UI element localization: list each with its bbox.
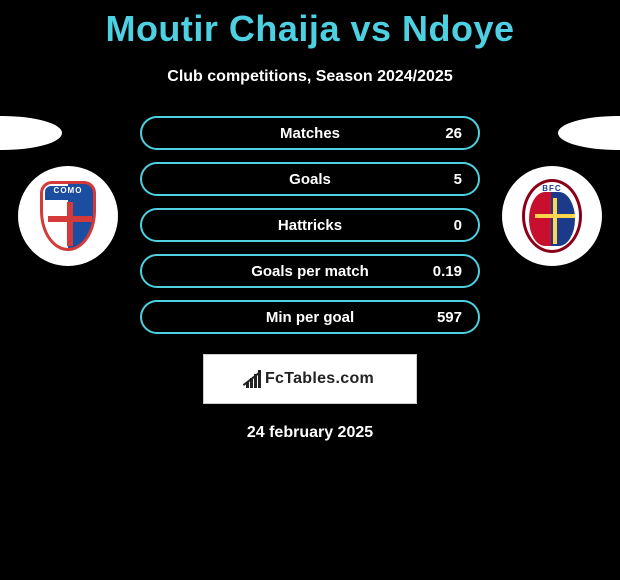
stat-label: Goals per match <box>251 263 369 280</box>
como-badge-text: COMO <box>43 186 93 195</box>
stat-row-goals-per-match: Goals per match 0.19 <box>140 254 480 288</box>
logo-text: FcTables.com <box>265 370 374 388</box>
stat-row-goals: Goals 5 <box>140 162 480 196</box>
stat-right-value: 597 <box>437 309 462 326</box>
club-badge-left: COMO <box>18 166 118 266</box>
date-label: 24 february 2025 <box>0 424 620 442</box>
fctables-logo: FcTables.com <box>203 354 417 404</box>
subtitle: Club competitions, Season 2024/2025 <box>0 68 620 86</box>
chart-icon <box>246 370 261 388</box>
stat-label: Matches <box>280 125 340 142</box>
stat-right-value: 26 <box>445 125 462 142</box>
stat-right-value: 5 <box>454 171 462 188</box>
page-title: Moutir Chaija vs Ndoye <box>0 0 620 50</box>
stats-area: COMO BFC Matches 26 Goals 5 <box>0 116 620 442</box>
stat-row-matches: Matches 26 <box>140 116 480 150</box>
stat-label: Goals <box>289 171 331 188</box>
player-right-oval <box>558 116 620 150</box>
player-left-oval <box>0 116 62 150</box>
stat-label: Min per goal <box>266 309 354 326</box>
stat-right-value: 0 <box>454 217 462 234</box>
stat-rows: Matches 26 Goals 5 Hattricks 0 Goals per… <box>140 116 480 334</box>
stat-row-hattricks: Hattricks 0 <box>140 208 480 242</box>
stat-row-min-per-goal: Min per goal 597 <box>140 300 480 334</box>
bologna-badge-icon: BFC <box>522 179 582 253</box>
club-badge-right: BFC <box>502 166 602 266</box>
stat-label: Hattricks <box>278 217 342 234</box>
como-badge-icon: COMO <box>40 181 96 251</box>
stat-right-value: 0.19 <box>433 263 462 280</box>
